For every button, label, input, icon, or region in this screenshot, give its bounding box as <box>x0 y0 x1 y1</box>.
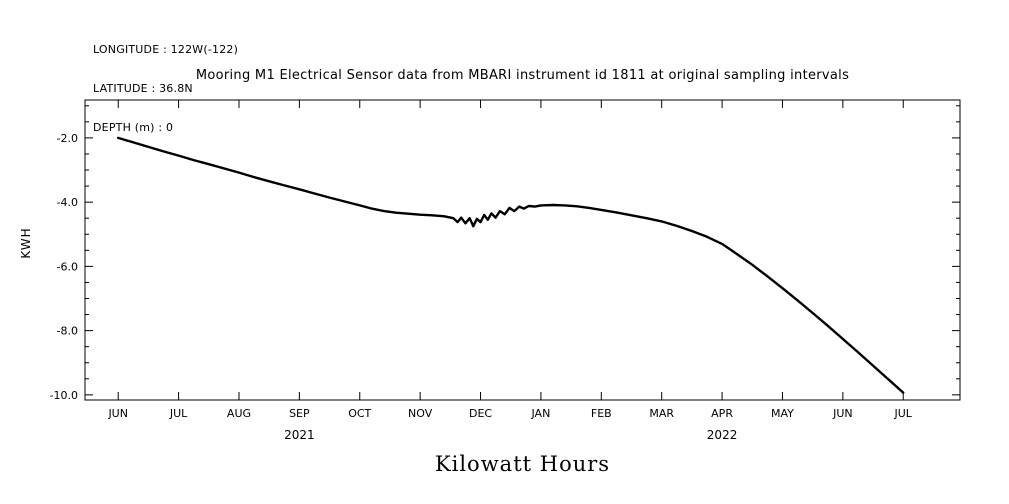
latitude-label: LATITUDE : 36.8N <box>93 82 193 95</box>
x-tick-label: JUN <box>107 407 128 420</box>
x-tick-label: OCT <box>348 407 371 420</box>
y-tick-label: -4.0 <box>57 196 78 209</box>
x-tick-label: NOV <box>408 407 433 420</box>
y-tick-label: -6.0 <box>57 260 78 273</box>
year-label: 2021 <box>284 428 315 442</box>
x-axis-label: Kilowatt Hours <box>434 452 611 476</box>
depth-label: DEPTH (m) : 0 <box>93 121 174 134</box>
y-tick-label: -8.0 <box>57 325 78 338</box>
x-tick-label: MAR <box>649 407 674 420</box>
plot-frame <box>84 99 961 401</box>
x-tick-label: AUG <box>227 407 251 420</box>
plot-title: Mooring M1 Electrical Sensor data from M… <box>195 68 850 83</box>
longitude-label: LONGITUDE : 122W(-122) <box>93 43 239 56</box>
x-tick-label: APR <box>711 407 733 420</box>
x-tick-label: JUL <box>169 407 188 420</box>
x-tick-label: JUL <box>894 407 913 420</box>
location-metadata: LONGITUDE : 122W(-122) LATITUDE : 36.8N … <box>93 17 238 160</box>
x-tick-label: SEP <box>289 407 310 420</box>
kwh-data-line <box>116 136 905 394</box>
y-tick-label: -2.0 <box>57 132 78 145</box>
x-tick-label: JUN <box>832 407 853 420</box>
x-tick-label: MAY <box>771 407 794 420</box>
x-tick-label: DEC <box>469 407 492 420</box>
x-tick-label: FEB <box>591 407 612 420</box>
year-label: 2022 <box>707 428 738 442</box>
x-tick-label: JAN <box>531 407 551 420</box>
y-tick-label: -10.0 <box>50 389 78 402</box>
